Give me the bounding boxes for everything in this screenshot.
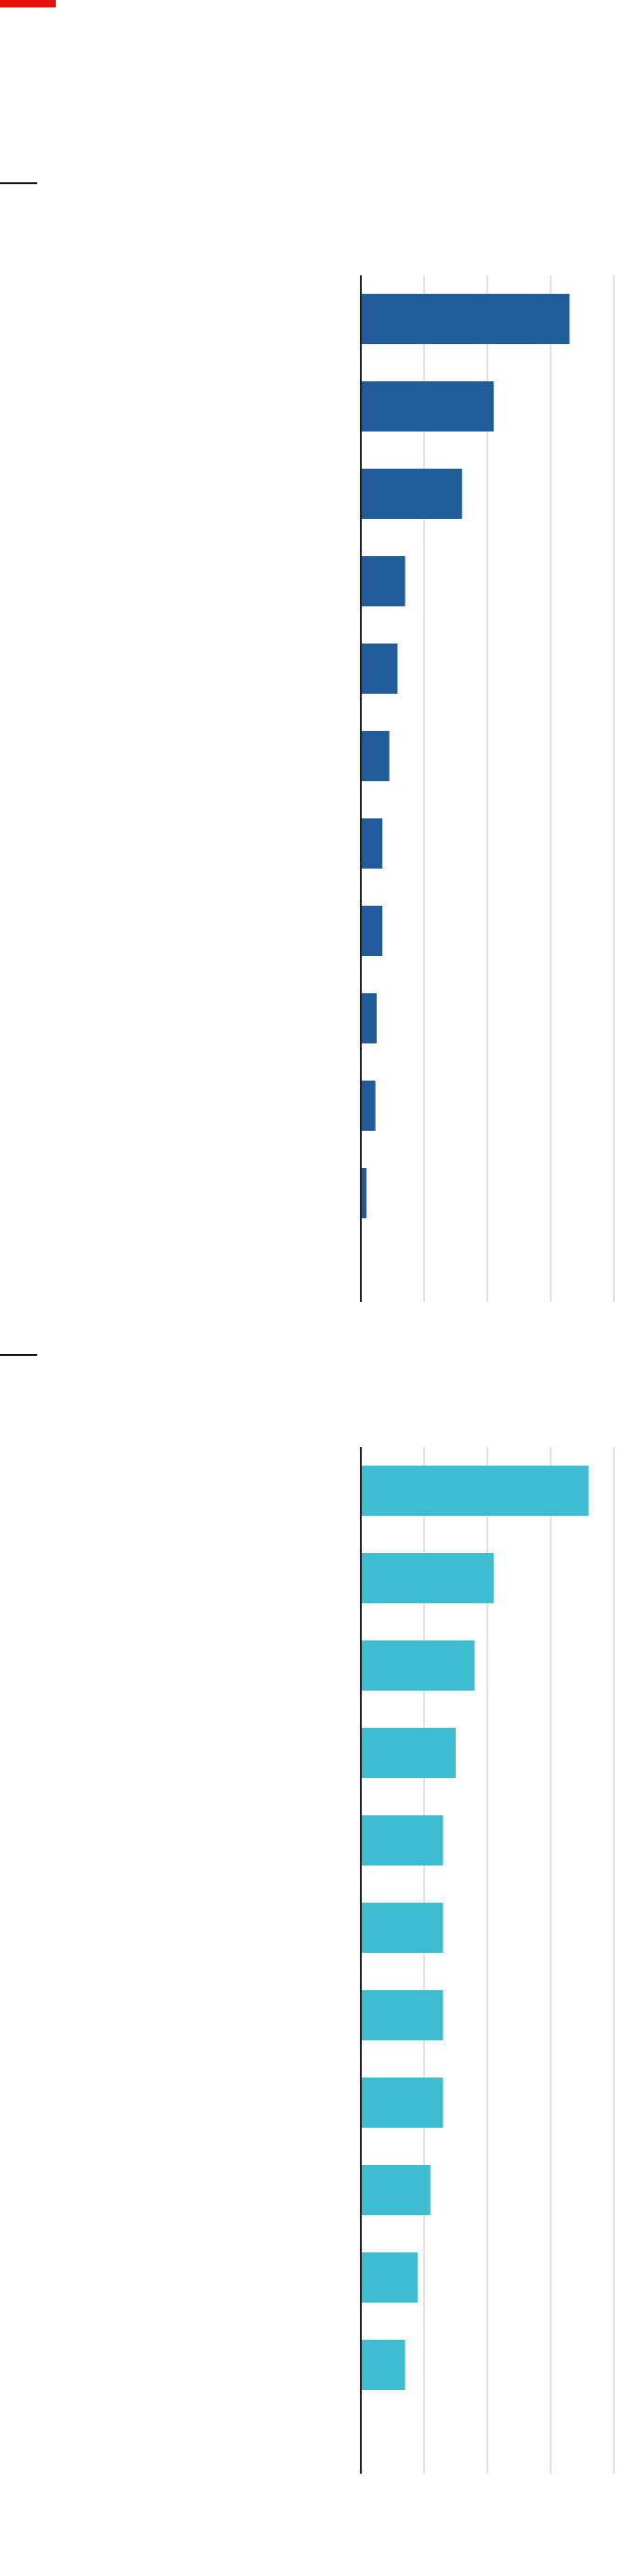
bar-3 [361, 469, 462, 519]
bar-1 [361, 1466, 589, 1516]
bar-8 [361, 906, 383, 956]
bar-2 [361, 1553, 494, 1603]
bar-4 [361, 1728, 456, 1778]
bar-9 [361, 993, 377, 1043]
bar-6 [361, 1903, 444, 1953]
bar-7 [361, 818, 383, 869]
bar-4 [361, 556, 406, 606]
bar-9 [361, 2165, 431, 2215]
bar-8 [361, 2078, 444, 2128]
bar-11 [361, 1168, 367, 1218]
bar-10 [361, 1081, 376, 1131]
bar-10 [361, 2252, 419, 2303]
bar-5 [361, 1815, 444, 1866]
bar-7 [361, 1990, 444, 2040]
bar-3 [361, 1640, 475, 1691]
bar-6 [361, 731, 390, 781]
section-rule-2 [0, 1354, 37, 1356]
brand-accent-bar [0, 0, 56, 7]
bar-11 [361, 2340, 406, 2390]
chart-2 [360, 1447, 615, 2474]
chart-1 [360, 275, 615, 1302]
bar-5 [361, 644, 398, 694]
bar-2 [361, 381, 494, 432]
bar-1 [361, 294, 570, 344]
section-rule-1 [0, 182, 37, 184]
